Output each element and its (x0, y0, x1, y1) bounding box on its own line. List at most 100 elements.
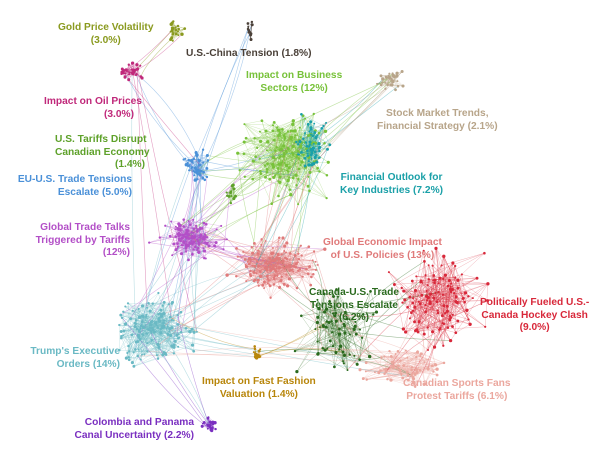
graph-edge (147, 316, 171, 344)
node-trump (179, 310, 183, 314)
graph-edge (239, 146, 294, 171)
graph-edge (434, 280, 458, 283)
graph-edge (287, 118, 306, 172)
node-global (194, 235, 197, 238)
graph-edge (427, 284, 458, 303)
graph-edge (264, 246, 309, 283)
node-colombia (209, 421, 213, 424)
node-trump (172, 319, 175, 322)
graph-edge (443, 256, 458, 303)
node-canus (343, 324, 346, 328)
graph-edge (342, 337, 363, 353)
graph-edge (343, 359, 360, 362)
graph-edge (308, 176, 327, 199)
graph-edge (273, 165, 287, 168)
graph-edge (161, 268, 277, 315)
graph-edge (143, 327, 255, 350)
graph-edge (402, 283, 439, 303)
graph-edge (142, 321, 152, 329)
graph-edge (173, 28, 185, 34)
node-business (258, 157, 261, 160)
node-global (184, 250, 188, 253)
graph-edge (425, 289, 453, 312)
node-hockey (414, 329, 417, 333)
graph-edge (191, 237, 198, 332)
graph-edge (279, 134, 294, 147)
graph-edge (420, 281, 486, 328)
graph-edge (301, 129, 312, 153)
graph-edge (430, 262, 454, 295)
graph-edge (247, 237, 284, 263)
node-business (268, 177, 272, 181)
node-geconomic (249, 269, 252, 273)
graph-edge (149, 330, 211, 426)
node-business (272, 175, 276, 180)
node-geconomic (256, 281, 259, 284)
graph-edge (123, 316, 171, 332)
graph-edge (140, 338, 179, 340)
node-global (170, 220, 173, 223)
graph-edge (245, 259, 290, 272)
graph-edge (317, 296, 339, 342)
node-geconomic (306, 272, 310, 276)
graph-edge (200, 236, 205, 259)
node-gold (176, 30, 179, 33)
node-global (206, 241, 209, 244)
graph-edge (455, 324, 471, 333)
graph-edge (244, 123, 287, 153)
graph-edge (384, 368, 409, 376)
node-sports (388, 349, 391, 353)
node-stock (394, 88, 397, 92)
node-global (174, 228, 177, 231)
label-trump-line-2: Orders (14%) (56, 358, 120, 370)
graph-edge (281, 136, 285, 163)
node-geconomic (268, 256, 272, 260)
node-hockey (425, 299, 429, 302)
graph-edge (382, 82, 386, 89)
label-uschina: U.S.-China Tension (1.8%) (186, 48, 311, 61)
graph-edge (268, 278, 290, 281)
graph-edge (180, 332, 194, 352)
graph-edge (394, 264, 429, 285)
graph-edge (126, 313, 161, 359)
graph-edge (416, 356, 429, 370)
node-global (178, 224, 182, 228)
label-trump: Trump's Executive Orders (14%) (26, 346, 120, 371)
node-geconomic (256, 278, 260, 282)
graph-edge (125, 305, 143, 325)
node-hockey (449, 290, 453, 294)
node-trump (133, 324, 137, 329)
graph-edge (294, 137, 299, 205)
node-geconomic (253, 278, 257, 282)
graph-edge (275, 131, 326, 176)
node-business (259, 172, 263, 176)
node-hockey (432, 279, 435, 282)
graph-edge (388, 271, 443, 316)
graph-edge (296, 141, 300, 155)
graph-edge (127, 303, 130, 352)
node-hockey (442, 293, 445, 296)
graph-edge (258, 321, 327, 357)
graph-edge (249, 260, 272, 265)
graph-edge (405, 312, 439, 333)
graph-edge (427, 278, 441, 328)
node-eu (184, 157, 187, 160)
graph-edge (172, 171, 202, 347)
label-uschina-line-1: U.S.-China Tension (1.8%) (186, 48, 312, 59)
label-geconomic: Global Economic Impact of U.S. Policies … (323, 237, 442, 262)
graph-edge (457, 280, 488, 301)
graph-edge (278, 134, 312, 197)
graph-edge (322, 345, 334, 349)
node-oil (131, 72, 135, 76)
graph-edge (414, 296, 427, 322)
graph-edge (243, 146, 301, 154)
graph-edge (317, 328, 340, 342)
label-eu-line-1: EU-U.S. Trade Tensions (17, 174, 132, 185)
node-trump (176, 313, 179, 317)
graph-edge (153, 330, 158, 356)
graph-edge (120, 314, 131, 319)
graph-edge (450, 280, 459, 318)
graph-edge (430, 300, 488, 303)
graph-edge (181, 159, 200, 239)
node-global (182, 240, 186, 244)
